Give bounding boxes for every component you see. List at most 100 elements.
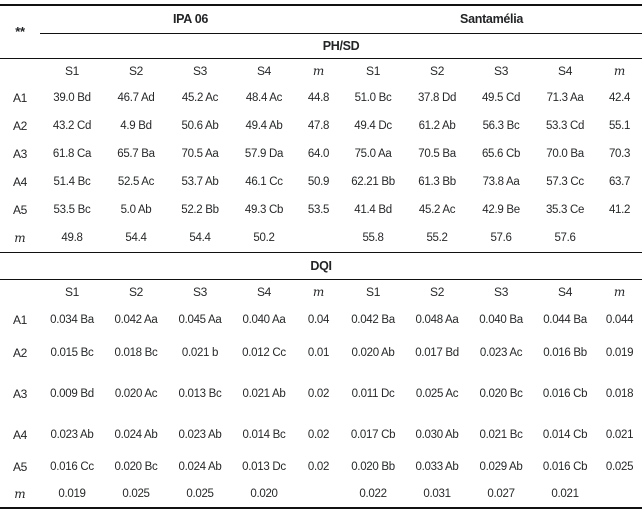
data-cell: 0.020 Bc <box>479 387 523 400</box>
section-title-phsd: PH/SD <box>40 33 642 59</box>
data-cell: 0.018 Bc <box>114 347 158 359</box>
data-cell: 0.020 <box>250 487 278 500</box>
col-header-s1: S1 <box>365 285 381 300</box>
row-label-a4: A4 <box>12 428 28 442</box>
col-header-s2: S2 <box>128 285 144 300</box>
data-cell: 57.9 Da <box>244 148 284 160</box>
col-header-s1: S1 <box>64 64 80 79</box>
data-cell: 0.030 Ab <box>415 429 459 441</box>
data-cell: 53.5 <box>307 204 330 216</box>
data-cell: 47.8 <box>307 120 330 132</box>
data-cell: 0.02 <box>307 387 330 400</box>
data-cell: 0.044 Ba <box>543 314 587 326</box>
column-header-row: S1 S2 S3 S4 m S1 S2 S3 S4 m <box>0 279 642 305</box>
data-cell: 0.016 Cc <box>50 461 94 473</box>
row-label-a2: A2 <box>12 119 28 133</box>
column-header-row: S1 S2 S3 S4 m S1 S2 S3 S4 m <box>0 58 642 84</box>
data-cell: 56.3 Bc <box>482 120 520 132</box>
data-cell: 45.2 Ac <box>418 204 456 216</box>
corner-label: ** <box>0 5 40 59</box>
data-cell: 0.031 <box>423 487 451 500</box>
data-cell: 54.4 <box>125 231 147 244</box>
data-cell: 0.014 Bc <box>242 429 286 441</box>
data-cell: 0.022 <box>359 487 387 500</box>
data-cell: 0.048 Aa <box>415 314 459 326</box>
table-row-dqi-a3: A3 0.009 Bd 0.020 Ac 0.013 Bc 0.021 Ab 0.02 0.… <box>0 371 642 416</box>
col-header-s4: S4 <box>557 285 573 300</box>
data-cell: 53.5 Bc <box>53 204 91 216</box>
data-cell: 0.016 Cb <box>542 461 588 473</box>
data-cell: 0.011 Dc <box>351 387 395 400</box>
row-label-a1: A1 <box>12 91 28 105</box>
data-cell: 0.020 Bb <box>351 461 395 473</box>
data-cell: 48.4 Ac <box>245 92 283 104</box>
data-cell: 73.8 Aa <box>482 176 520 188</box>
data-cell: 0.023 Ab <box>178 429 222 441</box>
table-row-phsd-m: m 49.8 54.4 54.4 50.2 55.8 55.2 57.6 57.6 <box>0 224 642 252</box>
data-cell: 0.020 Bc <box>114 461 158 473</box>
data-cell: 0.04 <box>307 314 330 326</box>
col-header-m: m <box>613 64 626 79</box>
data-cell: 70.0 Ba <box>546 148 584 160</box>
data-cell: 0.023 Ac <box>479 347 523 359</box>
data-cell: 75.0 Aa <box>354 148 392 160</box>
row-label-a1: A1 <box>12 313 28 327</box>
data-cell: 65.6 Cb <box>481 148 521 160</box>
data-cell: 49.4 Ab <box>245 120 283 132</box>
data-cell: 0.019 <box>605 347 634 359</box>
data-cell: 51.4 Bc <box>53 176 91 188</box>
data-cell: 45.2 Ac <box>181 92 219 104</box>
data-cell: 51.0 Bc <box>354 92 392 104</box>
data-cell: 44.8 <box>307 92 330 104</box>
row-label-m: m <box>14 230 26 245</box>
table-row-phsd-a1: A1 39.0 Bd 46.7 Ad 45.2 Ac 48.4 Ac 44.8 51.0 B… <box>0 84 642 112</box>
data-cell: 0.015 Bc <box>50 347 94 359</box>
data-cell: 0.021 Ab <box>242 387 286 400</box>
data-cell: 71.3 Aa <box>546 92 584 104</box>
col-header-s4: S4 <box>256 285 272 300</box>
group-header-ipa06: IPA 06 <box>40 5 342 34</box>
data-cell <box>597 480 642 508</box>
row-label-spacer <box>0 279 40 305</box>
table-row-phsd-a5: A5 53.5 Bc 5.0 Ab 52.2 Bb 49.3 Cb 53.5 41.4 Bd… <box>0 196 642 224</box>
data-cell: 39.0 Bd <box>53 92 91 104</box>
col-header-s3: S3 <box>192 285 208 300</box>
data-cell: 0.042 Aa <box>114 314 158 326</box>
data-cell: 53.7 Ab <box>181 176 219 188</box>
data-cell: 55.1 <box>608 120 631 132</box>
data-cell: 50.6 Ab <box>181 120 219 132</box>
table-row-phsd-a4: A4 51.4 Bc 52.5 Ac 53.7 Ab 46.1 Cc 50.9 62.21 … <box>0 168 642 196</box>
row-label-a2: A2 <box>12 346 28 360</box>
table-row-phsd-a3: A3 61.8 Ca 65.7 Ba 70.5 Aa 57.9 Da 64.0 75.0 A… <box>0 140 642 168</box>
data-cell: 50.2 <box>253 231 275 244</box>
data-cell: 41.2 <box>608 204 631 216</box>
data-cell: 0.017 Cb <box>350 429 396 441</box>
row-label-a3: A3 <box>12 147 28 161</box>
data-cell: 0.014 Cb <box>542 429 588 441</box>
data-cell: 0.01 <box>307 347 330 359</box>
col-header-s1: S1 <box>64 285 80 300</box>
data-cell: 0.021 b <box>181 347 219 359</box>
data-cell: 0.012 Cc <box>242 347 286 359</box>
data-cell: 0.021 Bc <box>479 429 523 441</box>
data-cell <box>296 224 341 252</box>
col-header-s3: S3 <box>493 285 509 300</box>
table-row-dqi-m: m 0.019 0.025 0.025 0.020 0.022 0.031 0.027 0.02… <box>0 480 642 508</box>
col-header-m: m <box>312 64 325 79</box>
data-cell: 5.0 Ab <box>120 204 152 216</box>
col-header-s3: S3 <box>192 64 208 79</box>
data-cell: 46.1 Cc <box>245 176 283 188</box>
data-cell: 54.4 <box>189 231 211 244</box>
row-label-a4: A4 <box>12 175 28 189</box>
col-header-s2: S2 <box>429 64 445 79</box>
data-cell: 0.009 Bd <box>50 387 94 400</box>
col-header-s4: S4 <box>256 64 272 79</box>
data-cell: 43.2 Cd <box>52 120 92 132</box>
group-header-row: ** IPA 06 Santamélia <box>0 5 642 59</box>
data-cell: 42.4 <box>608 92 631 104</box>
data-cell: 0.013 Dc <box>242 461 286 473</box>
data-cell: 0.023 Ab <box>50 429 94 441</box>
data-cell: 70.5 Ba <box>418 148 456 160</box>
col-header-s2: S2 <box>429 285 445 300</box>
